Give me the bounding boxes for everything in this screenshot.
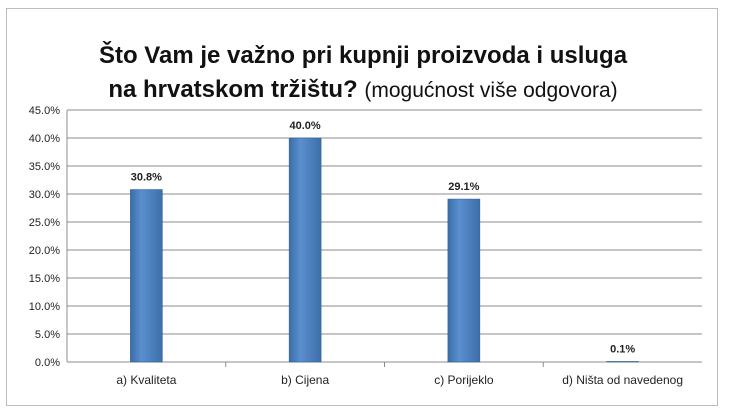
y-tick-label: 0.0% [35, 357, 60, 369]
chart-title-line1: Što Vam je važno pri kupnji proizvoda i … [98, 42, 628, 69]
bar [606, 361, 639, 363]
y-tick-label: 15.0% [29, 273, 60, 285]
chart-title: Što Vam je važno pri kupnji proizvoda i … [7, 39, 719, 108]
y-tick-label: 10.0% [29, 301, 60, 313]
data-label: 40.0% [290, 120, 321, 132]
x-axis-categories: a) Kvaliteta b) Cijena c) Porijeklo d) Ništ… [116, 373, 683, 387]
x-category-label: c) Porijeklo [434, 373, 494, 387]
y-tick-label: 5.0% [35, 329, 60, 341]
y-tick-label: 40.0% [29, 133, 60, 145]
y-tick-label: 25.0% [29, 217, 60, 229]
bar [447, 198, 481, 363]
chart-title-line2: na hrvatskom tržištu? (mogućnost više od… [7, 73, 719, 108]
chart-title-line2-bold: na hrvatskom tržištu? [108, 76, 358, 103]
y-tick-label: 30.0% [29, 189, 60, 201]
data-labels: 30.8% 40.0% 29.1% 0.1% [131, 120, 636, 355]
chart-frame: Što Vam je važno pri kupnji proizvoda i … [6, 8, 718, 406]
x-category-label: a) Kvaliteta [116, 373, 176, 387]
y-axis-ticks: 0.0% 5.0% 10.0% 15.0% 20.0% 25.0% 30.0% 35.0% 40… [29, 105, 60, 369]
bar [288, 137, 322, 363]
data-label: 30.8% [131, 172, 162, 184]
x-category-label: b) Cijena [281, 373, 329, 387]
y-tick-label: 35.0% [29, 161, 60, 173]
data-label: 0.1% [610, 343, 635, 355]
bars [130, 137, 639, 363]
x-category-label: d) Ništa od navedenog [562, 373, 683, 387]
bar [130, 189, 163, 363]
gridlines [66, 109, 702, 367]
y-tick-label: 45.0% [29, 105, 60, 117]
chart-title-line2-normal: (mogućnost više odgovora) [364, 79, 618, 102]
data-label: 29.1% [448, 181, 479, 193]
y-tick-label: 20.0% [29, 245, 60, 257]
